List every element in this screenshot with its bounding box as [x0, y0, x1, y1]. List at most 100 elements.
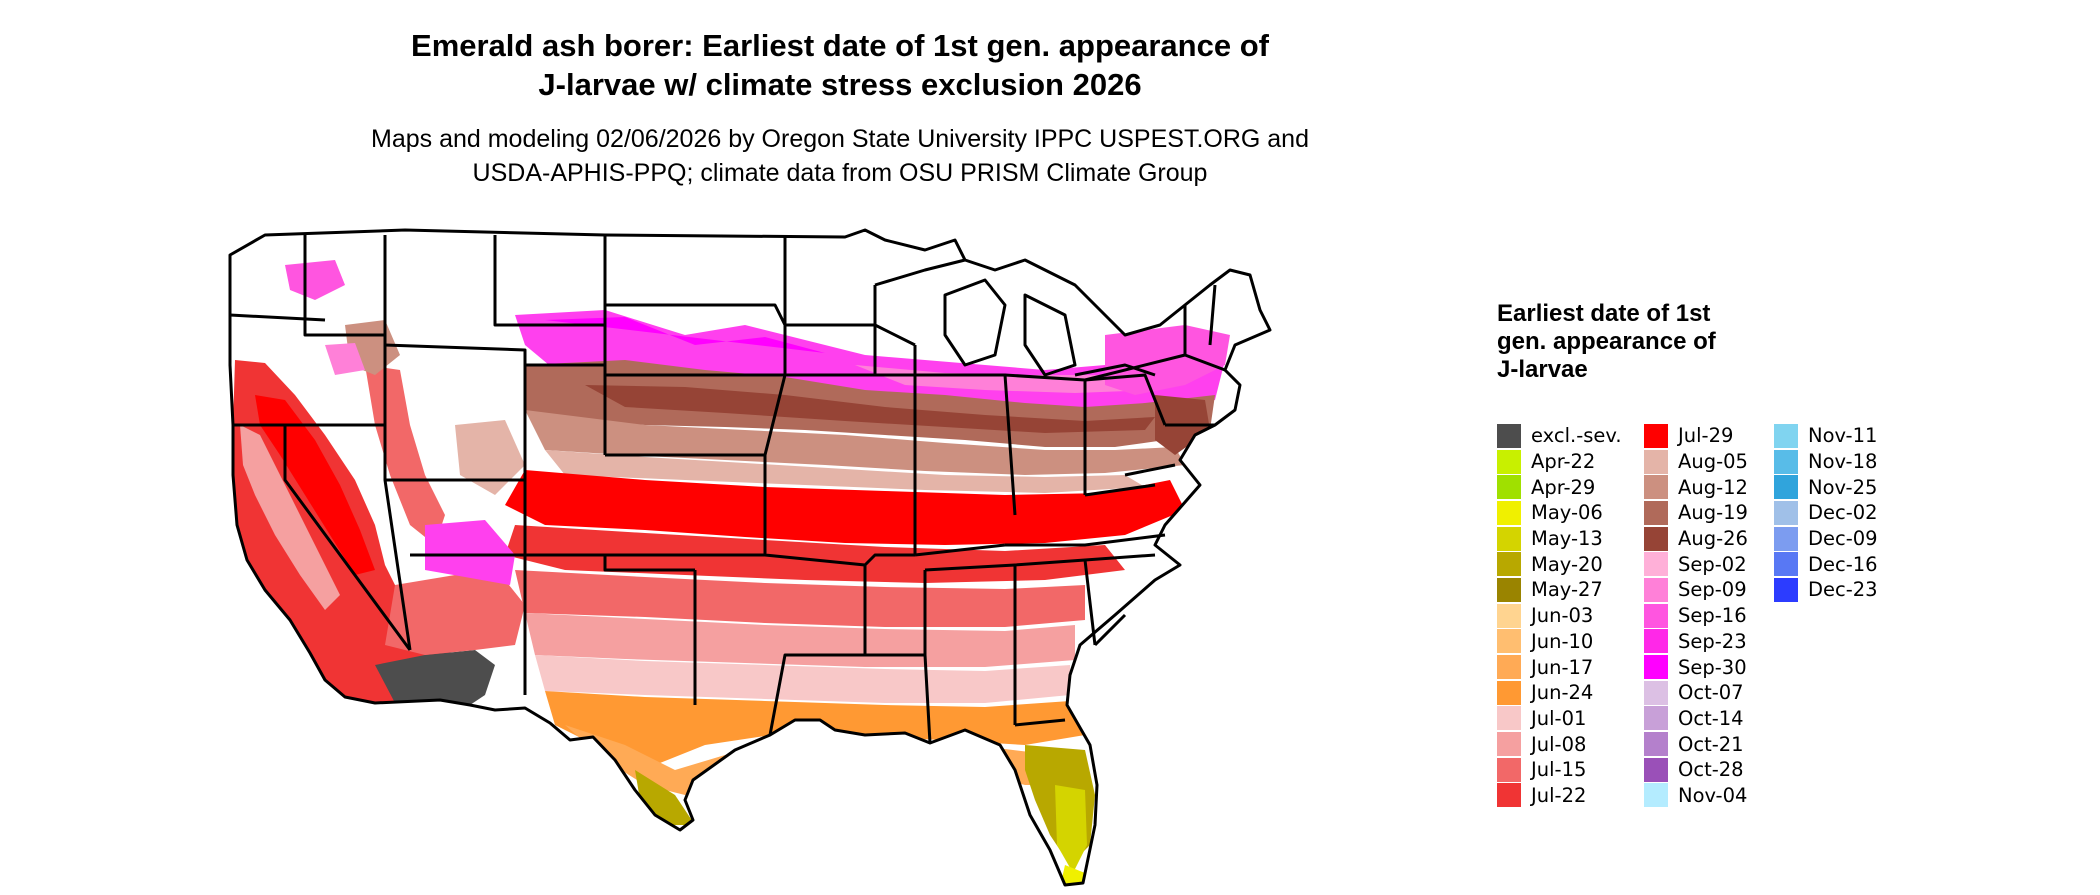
legend-label: Jul-08 — [1531, 732, 1587, 756]
legend-item: Aug-05 — [1644, 449, 1748, 475]
legend-title: Earliest date of 1st gen. appearance of … — [1497, 300, 1716, 383]
legend-swatch — [1497, 449, 1521, 474]
legend-item: excl.-sev. — [1497, 423, 1622, 449]
legend-swatch — [1644, 449, 1668, 474]
legend-item: Aug-26 — [1644, 526, 1748, 552]
legend-label: Apr-22 — [1531, 450, 1596, 474]
legend-label: Nov-25 — [1808, 475, 1878, 499]
legend-swatch — [1644, 500, 1668, 525]
legend-swatch — [1497, 732, 1521, 757]
legend-label: Nov-11 — [1808, 424, 1878, 448]
map-title-line-1: Emerald ash borer: Earliest date of 1st … — [411, 28, 1269, 63]
legend-swatch — [1644, 475, 1668, 500]
legend-label: Jul-01 — [1531, 706, 1587, 730]
legend-label: Nov-04 — [1678, 783, 1748, 807]
legend-swatch — [1644, 732, 1668, 757]
legend-item: Jul-29 — [1644, 423, 1748, 449]
map-subtitle-line-1: Maps and modeling 02/06/2026 by Oregon S… — [371, 125, 1309, 153]
legend-label: Aug-12 — [1678, 475, 1748, 499]
legend-item: Sep-16 — [1644, 603, 1748, 629]
legend-label: Sep-23 — [1678, 629, 1747, 653]
legend-label: Jun-17 — [1531, 655, 1594, 679]
legend-swatch — [1497, 500, 1521, 525]
legend-swatch — [1644, 423, 1668, 448]
legend-swatch — [1497, 783, 1521, 808]
legend-column-1: excl.-sev. Apr-22 Apr-29 May-06 May-13 M… — [1497, 423, 1622, 808]
legend-item: Dec-23 — [1774, 577, 1878, 603]
legend-swatch — [1644, 706, 1668, 731]
legend-label: Oct-28 — [1678, 758, 1744, 782]
legend-label: Aug-05 — [1678, 450, 1748, 474]
legend-item: Oct-14 — [1644, 706, 1748, 732]
legend-item: Aug-19 — [1644, 500, 1748, 526]
legend-label: Oct-14 — [1678, 706, 1744, 730]
legend-swatch — [1644, 552, 1668, 577]
legend-swatch — [1644, 577, 1668, 602]
legend-label: Jul-29 — [1678, 424, 1734, 448]
legend-item: May-20 — [1497, 551, 1622, 577]
legend-item: Jun-24 — [1497, 680, 1622, 706]
us-map — [228, 228, 1272, 887]
legend-swatch — [1497, 577, 1521, 602]
legend-item: May-27 — [1497, 577, 1622, 603]
legend-label: Jun-10 — [1531, 629, 1594, 653]
legend-column-3: Nov-11 Nov-18 Nov-25 Dec-02 Dec-09 Dec-1… — [1774, 423, 1878, 603]
legend-item: Dec-02 — [1774, 500, 1878, 526]
legend-swatch — [1497, 706, 1521, 731]
legend-swatch — [1644, 526, 1668, 551]
legend-swatch — [1774, 526, 1798, 551]
legend-label: May-27 — [1531, 578, 1603, 602]
map-subtitle-line-2: USDA-APHIS-PPQ; climate data from OSU PR… — [472, 159, 1208, 187]
legend-swatch — [1774, 475, 1798, 500]
legend-swatch — [1644, 603, 1668, 628]
legend-item: Jun-03 — [1497, 603, 1622, 629]
legend-label: Aug-19 — [1678, 501, 1748, 525]
legend-item: Sep-23 — [1644, 629, 1748, 655]
legend-item: May-06 — [1497, 500, 1622, 526]
map-title-line-2: J-larvae w/ climate stress exclusion 202… — [538, 67, 1142, 102]
legend-swatch — [1644, 783, 1668, 808]
legend-label: Dec-02 — [1808, 501, 1878, 525]
legend-label: Nov-18 — [1808, 450, 1878, 474]
legend-label: Apr-29 — [1531, 475, 1596, 499]
legend-label: Sep-30 — [1678, 655, 1747, 679]
legend-label: Jun-24 — [1531, 681, 1594, 705]
legend-swatch — [1774, 449, 1798, 474]
legend-swatch — [1497, 475, 1521, 500]
legend-swatch — [1644, 757, 1668, 782]
legend-label: Aug-26 — [1678, 527, 1748, 551]
legend-swatch — [1497, 757, 1521, 782]
legend-item: Jun-17 — [1497, 654, 1622, 680]
legend-item: Sep-09 — [1644, 577, 1748, 603]
legend-item: Nov-18 — [1774, 449, 1878, 475]
legend-item: Aug-12 — [1644, 474, 1748, 500]
legend-label: Dec-16 — [1808, 552, 1878, 576]
legend-label: May-06 — [1531, 501, 1603, 525]
legend-swatch — [1774, 552, 1798, 577]
legend-item: Dec-09 — [1774, 526, 1878, 552]
legend-item: Sep-02 — [1644, 551, 1748, 577]
legend-swatch — [1644, 680, 1668, 705]
legend-label: Jun-03 — [1531, 604, 1594, 628]
legend-label: Sep-16 — [1678, 604, 1747, 628]
legend-swatch — [1497, 680, 1521, 705]
legend-item: Oct-21 — [1644, 731, 1748, 757]
legend-swatch — [1774, 423, 1798, 448]
legend-label: Sep-02 — [1678, 552, 1747, 576]
legend-swatch — [1497, 552, 1521, 577]
legend-swatch — [1497, 526, 1521, 551]
legend-item: Nov-04 — [1644, 783, 1748, 809]
legend-item: Jul-22 — [1497, 783, 1622, 809]
legend-item: Jun-10 — [1497, 629, 1622, 655]
legend-label: Dec-09 — [1808, 527, 1878, 551]
legend-item: May-13 — [1497, 526, 1622, 552]
legend-item: Jul-08 — [1497, 731, 1622, 757]
legend-item: Apr-22 — [1497, 449, 1622, 475]
legend-swatch — [1497, 629, 1521, 654]
legend-swatch — [1774, 500, 1798, 525]
legend-column-2: Jul-29 Aug-05 Aug-12 Aug-19 Aug-26 Sep-0… — [1644, 423, 1748, 808]
legend-label: May-20 — [1531, 552, 1603, 576]
legend-label: Dec-23 — [1808, 578, 1878, 602]
legend-item: Sep-30 — [1644, 654, 1748, 680]
legend-label: Oct-07 — [1678, 681, 1744, 705]
